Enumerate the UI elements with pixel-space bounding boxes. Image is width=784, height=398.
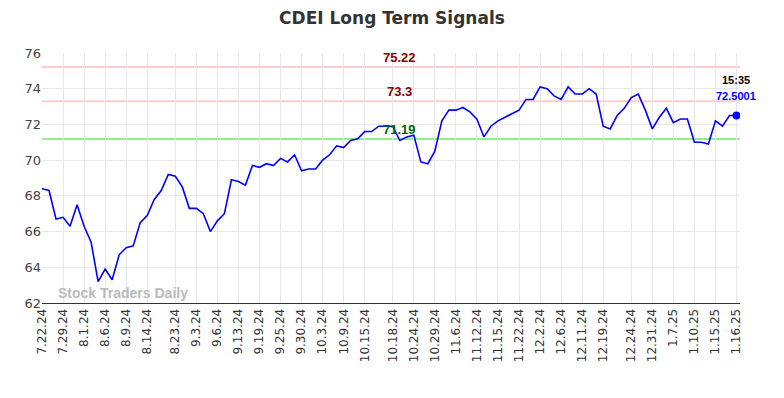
svg-text:70: 70 <box>24 153 41 168</box>
svg-text:9.19.24: 9.19.24 <box>252 309 266 355</box>
svg-text:66: 66 <box>24 224 41 239</box>
svg-text:73.3: 73.3 <box>387 84 412 99</box>
svg-text:64: 64 <box>24 260 41 275</box>
svg-text:9.13.24: 9.13.24 <box>231 309 245 355</box>
svg-text:71.19: 71.19 <box>383 122 416 137</box>
svg-text:10.9.24: 10.9.24 <box>337 309 351 355</box>
svg-text:8.6.24: 8.6.24 <box>98 309 112 347</box>
svg-text:74: 74 <box>24 81 41 96</box>
svg-text:12.6.24: 12.6.24 <box>554 309 568 355</box>
svg-text:10.29.24: 10.29.24 <box>428 309 442 362</box>
svg-text:8.1.24: 8.1.24 <box>77 309 91 347</box>
svg-text:9.3.24: 9.3.24 <box>189 309 203 347</box>
svg-text:72.5001: 72.5001 <box>716 90 756 102</box>
svg-text:10.18.24: 10.18.24 <box>386 309 400 362</box>
svg-text:11.12.24: 11.12.24 <box>470 309 484 362</box>
svg-text:11.22.24: 11.22.24 <box>512 309 526 362</box>
svg-text:72: 72 <box>24 117 41 132</box>
svg-text:8.23.24: 8.23.24 <box>168 309 182 355</box>
svg-text:1.16.25: 1.16.25 <box>729 309 743 355</box>
svg-text:12.11.24: 12.11.24 <box>575 309 589 362</box>
svg-text:9.6.24: 9.6.24 <box>210 309 224 347</box>
svg-text:12.2.24: 12.2.24 <box>533 309 547 355</box>
svg-text:10.24.24: 10.24.24 <box>407 309 421 362</box>
svg-text:7.22.24: 7.22.24 <box>35 309 49 355</box>
svg-text:1.10.25: 1.10.25 <box>687 309 701 355</box>
svg-text:68: 68 <box>24 188 41 203</box>
svg-text:11.6.24: 11.6.24 <box>449 309 463 355</box>
svg-text:9.25.24: 9.25.24 <box>273 309 287 355</box>
svg-text:1.7.25: 1.7.25 <box>666 309 680 347</box>
svg-text:75.22: 75.22 <box>383 50 416 65</box>
svg-text:8.14.24: 8.14.24 <box>140 309 154 355</box>
svg-text:12.19.24: 12.19.24 <box>596 309 610 362</box>
svg-text:12.24.24: 12.24.24 <box>624 309 638 362</box>
svg-text:12.31.24: 12.31.24 <box>645 309 659 362</box>
svg-text:15:35: 15:35 <box>722 74 750 86</box>
svg-text:10.15.24: 10.15.24 <box>358 309 372 362</box>
svg-text:Stock Traders Daily: Stock Traders Daily <box>58 285 188 301</box>
svg-text:CDEI Long Term Signals: CDEI Long Term Signals <box>279 8 505 28</box>
svg-text:62: 62 <box>24 296 41 311</box>
svg-text:8.9.24: 8.9.24 <box>119 309 133 347</box>
svg-text:9.30.24: 9.30.24 <box>294 309 308 355</box>
svg-text:7.29.24: 7.29.24 <box>56 309 70 355</box>
svg-text:11.15.24: 11.15.24 <box>491 309 505 362</box>
svg-text:76: 76 <box>24 46 41 61</box>
svg-text:1.15.25: 1.15.25 <box>708 309 722 355</box>
svg-text:10.3.24: 10.3.24 <box>316 309 330 355</box>
